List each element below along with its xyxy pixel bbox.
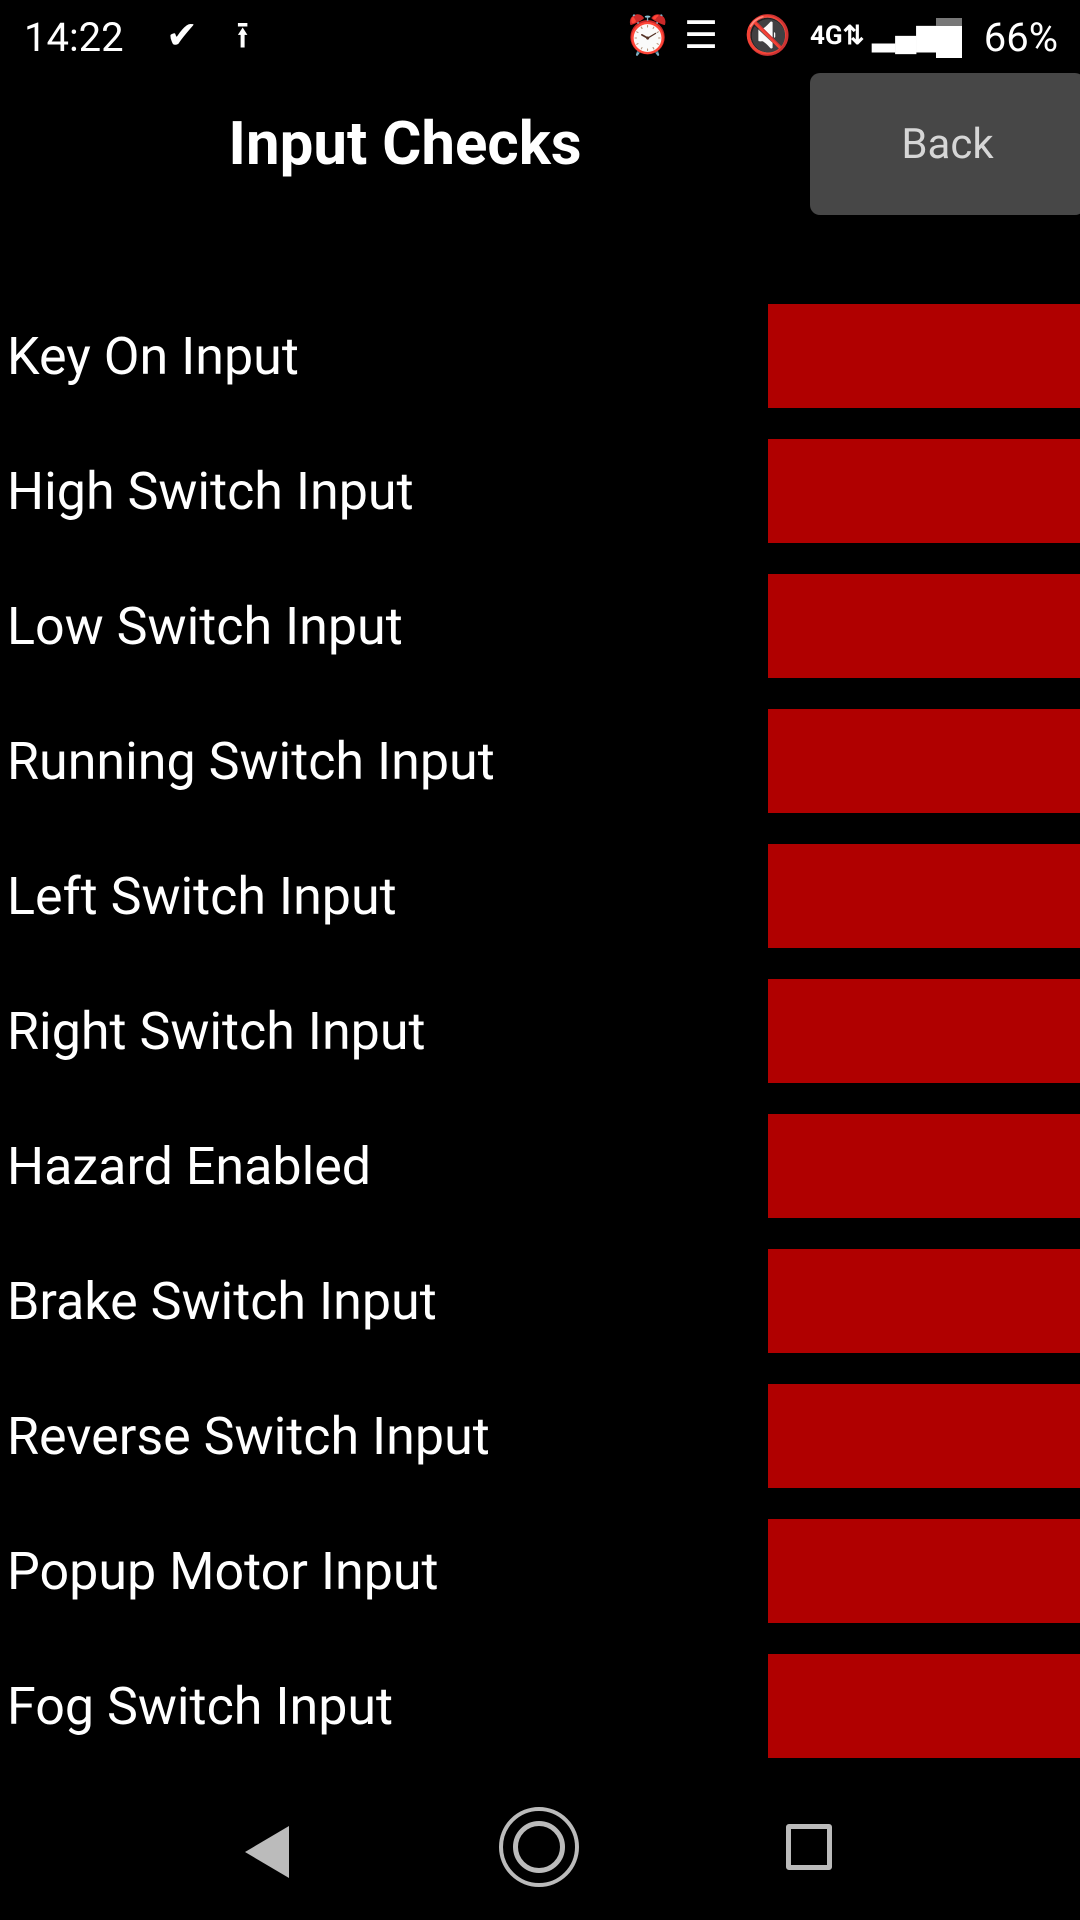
back-button[interactable]: Back: [810, 73, 1080, 215]
input-row: Fog Switch Input: [0, 1654, 1080, 1758]
input-label: Hazard Enabled: [7, 1136, 372, 1197]
input-status-indicator: [768, 1114, 1080, 1218]
input-status-indicator: [768, 304, 1080, 408]
input-label: Running Switch Input: [7, 731, 495, 792]
navigation-bar: [0, 1776, 1080, 1920]
input-row: Key On Input: [0, 304, 1080, 408]
input-row: Left Switch Input: [0, 844, 1080, 948]
message-icon: ☰: [684, 14, 719, 58]
4g-lte-icon: 4G⇅: [810, 21, 865, 51]
input-label: Popup Motor Input: [7, 1541, 439, 1602]
input-status-indicator: [768, 1249, 1080, 1353]
input-status-indicator: [768, 979, 1080, 1083]
status-time: 14:22: [24, 14, 124, 61]
input-row: Right Switch Input: [0, 979, 1080, 1083]
input-label: Brake Switch Input: [7, 1271, 437, 1332]
input-row: Low Switch Input: [0, 574, 1080, 678]
back-nav-icon[interactable]: [245, 1826, 289, 1878]
mute-icon: 🔇: [744, 14, 792, 58]
battery-icon: [936, 18, 962, 58]
input-row: Brake Switch Input: [0, 1249, 1080, 1353]
input-label: Low Switch Input: [7, 596, 403, 657]
input-label: Key On Input: [7, 326, 299, 387]
page-title: Input Checks: [228, 108, 582, 179]
input-status-indicator: [768, 574, 1080, 678]
input-status-indicator: [768, 844, 1080, 948]
battery-percent: 66%: [983, 14, 1058, 61]
upload-icon: ⭱: [236, 14, 250, 58]
input-status-indicator: [768, 439, 1080, 543]
input-row: High Switch Input: [0, 439, 1080, 543]
input-row: Popup Motor Input: [0, 1519, 1080, 1623]
input-row: Reverse Switch Input: [0, 1384, 1080, 1488]
input-row: Hazard Enabled: [0, 1114, 1080, 1218]
signal-icon: ▂▄▆: [872, 18, 940, 53]
input-label: Left Switch Input: [7, 866, 397, 927]
input-label: Reverse Switch Input: [7, 1406, 490, 1467]
input-label: Right Switch Input: [7, 1001, 426, 1062]
input-label: Fog Switch Input: [7, 1676, 394, 1737]
home-icon[interactable]: [499, 1807, 579, 1887]
input-label: High Switch Input: [7, 461, 414, 522]
status-bar: 14:22 ✔ ⭱ ⏰ ☰ 🔇 4G⇅ ▂▄▆ 66%: [0, 0, 1080, 72]
input-row: Running Switch Input: [0, 709, 1080, 813]
input-status-indicator: [768, 709, 1080, 813]
input-status-indicator: [768, 1519, 1080, 1623]
input-status-indicator: [768, 1384, 1080, 1488]
alarm-icon: ⏰: [624, 14, 672, 58]
check-circle-icon: ✔: [166, 14, 198, 58]
recents-icon[interactable]: [786, 1824, 832, 1870]
input-status-indicator: [768, 1654, 1080, 1758]
